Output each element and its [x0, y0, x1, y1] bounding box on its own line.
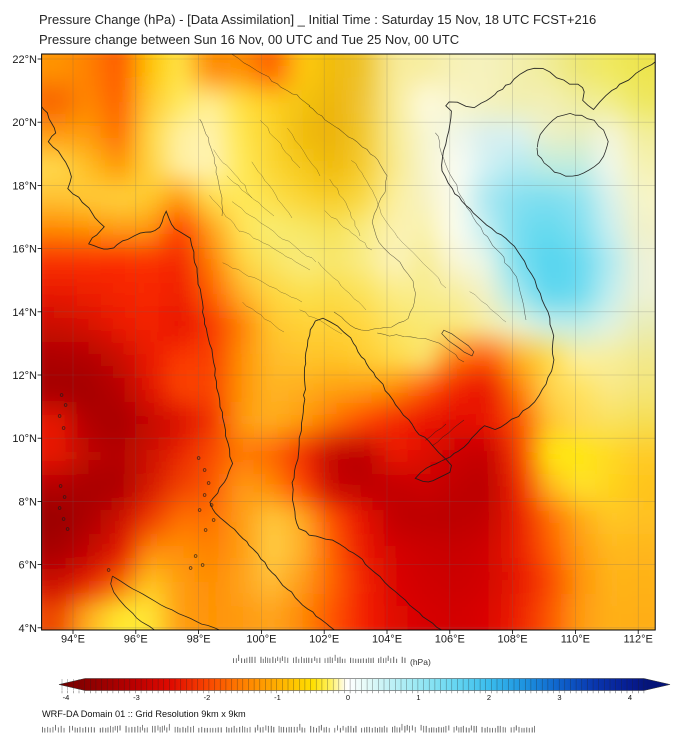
svg-text:8°N: 8°N [19, 496, 38, 508]
svg-text:96°E: 96°E [124, 634, 148, 646]
svg-text:12°N: 12°N [12, 370, 37, 382]
svg-text:108°E: 108°E [498, 634, 528, 646]
svg-text:-4: -4 [63, 693, 70, 702]
svg-text:3: 3 [557, 693, 561, 702]
svg-text:112°E: 112°E [624, 634, 653, 646]
svg-text:22°N: 22°N [12, 54, 37, 66]
svg-text:98°E: 98°E [187, 634, 211, 646]
svg-text:16°N: 16°N [12, 244, 37, 256]
svg-text:4°N: 4°N [19, 623, 38, 635]
svg-text:100°E: 100°E [246, 634, 276, 646]
svg-text:2: 2 [487, 693, 491, 702]
svg-text:104°E: 104°E [372, 634, 402, 646]
svg-text:0: 0 [346, 693, 350, 702]
svg-text:10°N: 10°N [12, 433, 37, 445]
svg-text:-2: -2 [204, 693, 211, 702]
svg-text:1: 1 [416, 693, 420, 702]
svg-text:94°E: 94°E [61, 634, 85, 646]
svg-text:-1: -1 [274, 693, 281, 702]
svg-text:110°E: 110°E [561, 634, 590, 646]
svg-text:-3: -3 [133, 693, 140, 702]
svg-text:20°N: 20°N [12, 117, 37, 129]
svg-text:6°N: 6°N [19, 560, 38, 572]
svg-text:(hPa): (hPa) [410, 657, 431, 667]
svg-text:14°N: 14°N [12, 307, 37, 319]
svg-text:102°E: 102°E [309, 634, 339, 646]
svg-text:4: 4 [628, 693, 632, 702]
svg-text:18°N: 18°N [12, 180, 37, 192]
svg-text:106°E: 106°E [435, 634, 465, 646]
